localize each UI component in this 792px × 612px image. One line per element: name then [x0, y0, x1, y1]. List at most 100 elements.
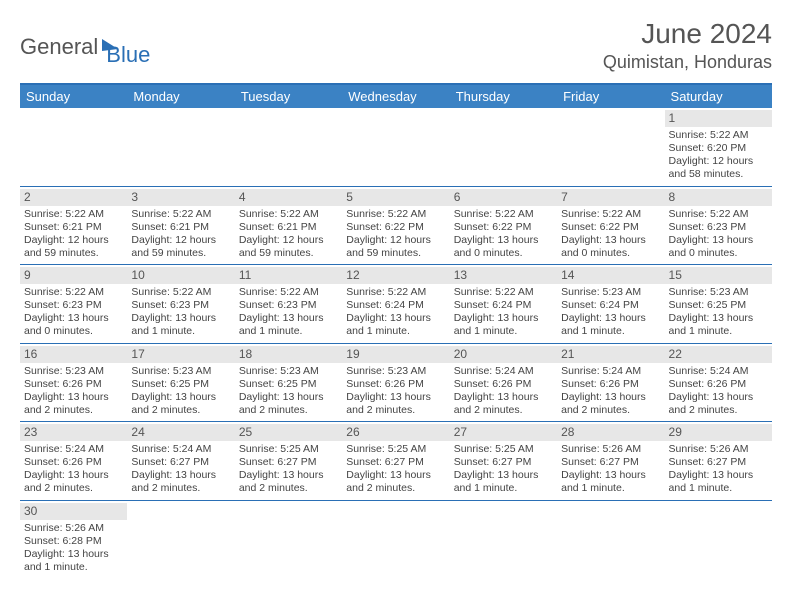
day-cell: 19Sunrise: 5:23 AMSunset: 6:26 PMDayligh… [342, 343, 449, 422]
day-number: 10 [127, 267, 234, 284]
week-row: 23 Sunrise: 5:24 AMSunset: 6:26 PMDayligh… [20, 422, 772, 501]
day-details: Sunrise: 5:22 AMSunset: 6:24 PMDaylight:… [346, 286, 445, 339]
day-cell [557, 500, 664, 578]
daylight1-text: Daylight: 13 hours [669, 234, 768, 247]
sunset-text: Sunset: 6:24 PM [346, 299, 445, 312]
daylight1-text: Daylight: 12 hours [24, 234, 123, 247]
sunset-text: Sunset: 6:27 PM [454, 456, 553, 469]
day-details: Sunrise: 5:23 AMSunset: 6:24 PMDaylight:… [561, 286, 660, 339]
sunrise-text: Sunrise: 5:26 AM [669, 443, 768, 456]
day-cell: 15 Sunrise: 5:23 AMSunset: 6:25 PMDayligh… [665, 265, 772, 344]
day-details: Sunrise: 5:22 AMSunset: 6:21 PMDaylight:… [131, 208, 230, 261]
sunset-text: Sunset: 6:25 PM [669, 299, 768, 312]
day-header: Thursday [450, 84, 557, 108]
daylight2-text: and 2 minutes. [24, 404, 123, 417]
day-number: 30 [20, 503, 127, 520]
daylight1-text: Daylight: 13 hours [239, 469, 338, 482]
daylight1-text: Daylight: 13 hours [669, 391, 768, 404]
day-number: 20 [450, 346, 557, 363]
daylight2-text: and 1 minute. [561, 482, 660, 495]
sunrise-text: Sunrise: 5:23 AM [131, 365, 230, 378]
sunset-text: Sunset: 6:22 PM [346, 221, 445, 234]
day-cell [450, 500, 557, 578]
day-details: Sunrise: 5:23 AMSunset: 6:25 PMDaylight:… [669, 286, 768, 339]
day-cell: 2Sunrise: 5:22 AMSunset: 6:21 PMDaylight… [20, 186, 127, 265]
day-details: Sunrise: 5:26 AMSunset: 6:27 PMDaylight:… [561, 443, 660, 496]
daylight2-text: and 2 minutes. [131, 482, 230, 495]
week-row: 2Sunrise: 5:22 AMSunset: 6:21 PMDaylight… [20, 186, 772, 265]
daylight1-text: Daylight: 13 hours [239, 391, 338, 404]
sunrise-text: Sunrise: 5:22 AM [239, 208, 338, 221]
daylight2-text: and 1 minute. [561, 325, 660, 338]
day-details: Sunrise: 5:22 AMSunset: 6:22 PMDaylight:… [346, 208, 445, 261]
day-details: Sunrise: 5:25 AMSunset: 6:27 PMDaylight:… [346, 443, 445, 496]
sunset-text: Sunset: 6:23 PM [669, 221, 768, 234]
day-number: 28 [557, 424, 664, 441]
sunrise-text: Sunrise: 5:25 AM [346, 443, 445, 456]
day-header: Monday [127, 84, 234, 108]
day-cell [342, 500, 449, 578]
daylight1-text: Daylight: 13 hours [454, 391, 553, 404]
sunrise-text: Sunrise: 5:22 AM [239, 286, 338, 299]
sunset-text: Sunset: 6:22 PM [561, 221, 660, 234]
day-cell: 21Sunrise: 5:24 AMSunset: 6:26 PMDayligh… [557, 343, 664, 422]
sunrise-text: Sunrise: 5:26 AM [561, 443, 660, 456]
day-cell [557, 108, 664, 186]
day-number: 6 [450, 189, 557, 206]
sunrise-text: Sunrise: 5:23 AM [346, 365, 445, 378]
day-details: Sunrise: 5:24 AMSunset: 6:26 PMDaylight:… [24, 443, 123, 496]
sunset-text: Sunset: 6:21 PM [239, 221, 338, 234]
day-number: 23 [20, 424, 127, 441]
sunset-text: Sunset: 6:23 PM [239, 299, 338, 312]
day-number: 1 [665, 110, 772, 127]
day-details: Sunrise: 5:24 AMSunset: 6:26 PMDaylight:… [669, 365, 768, 418]
sunrise-text: Sunrise: 5:22 AM [346, 208, 445, 221]
daylight2-text: and 1 minute. [24, 561, 123, 574]
daylight2-text: and 59 minutes. [24, 247, 123, 260]
day-cell: 28 Sunrise: 5:26 AMSunset: 6:27 PMDayligh… [557, 422, 664, 501]
day-cell: 1Sunrise: 5:22 AMSunset: 6:20 PMDaylight… [665, 108, 772, 186]
daylight1-text: Daylight: 12 hours [669, 155, 768, 168]
day-header: Sunday [20, 84, 127, 108]
sunset-text: Sunset: 6:27 PM [239, 456, 338, 469]
day-cell [342, 108, 449, 186]
daylight2-text: and 1 minute. [454, 482, 553, 495]
day-header: Saturday [665, 84, 772, 108]
sunrise-text: Sunrise: 5:25 AM [454, 443, 553, 456]
day-details: Sunrise: 5:22 AMSunset: 6:23 PMDaylight:… [239, 286, 338, 339]
day-number: 26 [342, 424, 449, 441]
day-details: Sunrise: 5:24 AMSunset: 6:26 PMDaylight:… [561, 365, 660, 418]
daylight1-text: Daylight: 13 hours [669, 469, 768, 482]
sunset-text: Sunset: 6:26 PM [669, 378, 768, 391]
sunset-text: Sunset: 6:27 PM [346, 456, 445, 469]
day-cell: 6Sunrise: 5:22 AMSunset: 6:22 PMDaylight… [450, 186, 557, 265]
sunrise-text: Sunrise: 5:24 AM [24, 443, 123, 456]
day-details: Sunrise: 5:22 AMSunset: 6:22 PMDaylight:… [561, 208, 660, 261]
day-number: 7 [557, 189, 664, 206]
day-number: 15 [665, 267, 772, 284]
day-details: Sunrise: 5:26 AMSunset: 6:28 PMDaylight:… [24, 522, 123, 575]
sunset-text: Sunset: 6:21 PM [24, 221, 123, 234]
day-cell: 9Sunrise: 5:22 AMSunset: 6:23 PMDaylight… [20, 265, 127, 344]
day-number: 16 [20, 346, 127, 363]
sunset-text: Sunset: 6:23 PM [24, 299, 123, 312]
day-cell: 25Sunrise: 5:25 AMSunset: 6:27 PMDayligh… [235, 422, 342, 501]
day-number: 14 [557, 267, 664, 284]
location-label: Quimistan, Honduras [603, 52, 772, 73]
day-number: 29 [665, 424, 772, 441]
day-number: 3 [127, 189, 234, 206]
sunrise-text: Sunrise: 5:23 AM [561, 286, 660, 299]
day-header: Wednesday [342, 84, 449, 108]
title-block: June 2024 Quimistan, Honduras [603, 18, 772, 73]
day-cell: 23 Sunrise: 5:24 AMSunset: 6:26 PMDayligh… [20, 422, 127, 501]
daylight2-text: and 59 minutes. [346, 247, 445, 260]
day-details: Sunrise: 5:24 AMSunset: 6:26 PMDaylight:… [454, 365, 553, 418]
daylight2-text: and 59 minutes. [239, 247, 338, 260]
daylight1-text: Daylight: 13 hours [454, 234, 553, 247]
daylight1-text: Daylight: 13 hours [24, 548, 123, 561]
logo-blue: Blue [106, 42, 150, 68]
daylight2-text: and 2 minutes. [346, 482, 445, 495]
day-details: Sunrise: 5:22 AMSunset: 6:23 PMDaylight:… [24, 286, 123, 339]
daylight2-text: and 59 minutes. [131, 247, 230, 260]
day-number: 22 [665, 346, 772, 363]
